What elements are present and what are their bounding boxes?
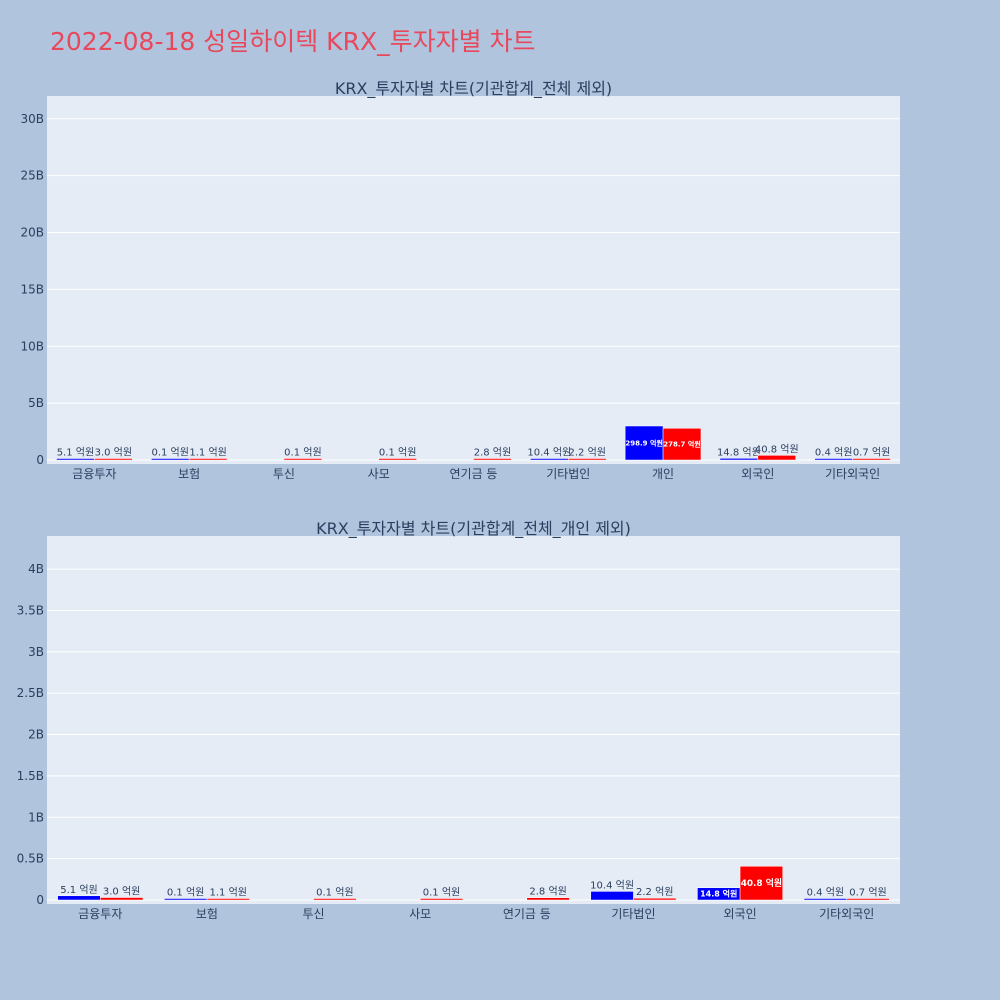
x-tick-label: 외국인 (741, 467, 774, 481)
bar-value-label: 40.8 억원 (755, 443, 799, 455)
y-tick-label: 0 (36, 453, 44, 467)
bar-value-label: 298.9 억원 (625, 438, 662, 447)
sell-bar (526, 897, 570, 901)
bar-value-label: 0.1 억원 (379, 447, 416, 459)
sell-bar (283, 458, 323, 461)
bar-value-label: 1.1 억원 (189, 447, 226, 459)
buy-bar (719, 458, 759, 461)
bar-value-label: 40.8 억원 (741, 877, 782, 889)
sell-bar (662, 428, 702, 461)
y-tick-label: 4B (28, 562, 44, 576)
x-tick-label: 기타법인 (611, 907, 655, 921)
y-tick-label: 3.5B (17, 603, 44, 617)
y-tick-label: 0.5B (17, 852, 44, 866)
chart-title: KRX_투자자별 차트(기관합계_전체 제외) (335, 79, 612, 99)
x-tick-label: 연기금 등 (450, 467, 498, 481)
buy-bar (814, 458, 853, 461)
bar-value-label: 2.8 억원 (474, 447, 511, 459)
sell-bar (100, 897, 144, 901)
buy-bar (56, 458, 95, 461)
buy-bar (590, 891, 634, 901)
buy-bar (57, 895, 101, 901)
bar-value-label: 1.1 억원 (210, 887, 247, 899)
sell-bar (419, 898, 464, 901)
y-tick-label: 20B (20, 226, 44, 240)
sell-bar (188, 458, 228, 461)
chart-1: 0 5B 10B 15B 20B 25B 30B KRX_투자자별 차트(기관합계_전체 제외… (20, 79, 900, 481)
sell-bar (313, 898, 357, 901)
y-tick-label: 1B (28, 810, 44, 824)
bar-value-label: 0.1 억원 (316, 887, 353, 899)
sell-bar (739, 865, 783, 901)
x-tick-label: 연기금 등 (503, 907, 551, 921)
bar-value-label: 3.0 억원 (103, 886, 140, 898)
y-tick-label: 2B (28, 728, 44, 742)
sell-bar (206, 898, 250, 901)
x-tick-label: 기타외국인 (819, 907, 874, 921)
x-tick-label: 투신 (303, 907, 325, 921)
bar-value-label: 0.4 억원 (807, 887, 844, 899)
y-tick-label: 30B (20, 112, 44, 126)
chart-title: KRX_투자자별 차트(기관합계_전체_개인 제외) (316, 519, 631, 539)
bar-value-label: 0.1 억원 (423, 887, 460, 899)
y-tick-label: 5B (28, 396, 44, 410)
bar-value-label: 0.4 억원 (815, 447, 852, 459)
bar-value-label: 14.8 억원 (717, 446, 761, 458)
y-tick-label: 1.5B (17, 769, 44, 783)
y-tick-label: 2.5B (17, 686, 44, 700)
bar-value-label: 0.1 억원 (284, 447, 321, 459)
bar-value-label: 278.7 억원 (663, 439, 700, 448)
x-tick-label: 금융투자 (72, 467, 116, 481)
bar-value-label: 0.7 억원 (853, 447, 890, 459)
bar-value-label: 0.1 억원 (167, 887, 204, 899)
buy-bar (530, 458, 569, 461)
sell-bar (94, 458, 133, 461)
sell-bar (378, 458, 417, 461)
x-tick-label: 투신 (273, 467, 295, 481)
bar-value-label: 2.2 억원 (636, 886, 673, 898)
sell-bar (568, 458, 607, 461)
sell-bar (473, 458, 512, 461)
bar-value-label: 0.1 억원 (151, 447, 188, 459)
buy-bar (151, 458, 190, 461)
x-tick-label: 기타외국인 (825, 467, 880, 481)
bar-value-label: 10.4 억원 (527, 447, 571, 459)
page-title: 2022-08-18 성일하이텍 KRX_투자자별 차트 (50, 27, 536, 56)
bar-value-label: 0.7 억원 (849, 887, 886, 899)
y-tick-label: 15B (20, 282, 44, 296)
x-tick-label: 외국인 (724, 907, 757, 921)
x-tick-label: 개인 (652, 467, 674, 481)
x-tick-label: 보험 (196, 907, 218, 921)
y-tick-label: 0 (36, 893, 44, 907)
buy-bar (164, 898, 208, 901)
sell-bar (633, 897, 677, 901)
x-tick-label: 금융투자 (78, 907, 122, 921)
x-tick-label: 사모 (368, 467, 390, 481)
y-tick-label: 10B (20, 339, 44, 353)
buy-bar (803, 898, 847, 901)
x-tick-label: 보험 (178, 467, 200, 481)
y-tick-label: 25B (20, 169, 44, 183)
sell-bar (846, 898, 890, 901)
bar-value-label: 3.0 억원 (95, 447, 132, 459)
plot-area (47, 536, 900, 904)
x-tick-label: 사모 (409, 907, 431, 921)
bar-value-label: 5.1 억원 (60, 884, 97, 896)
bar-value-label: 5.1 억원 (57, 447, 94, 459)
sell-bar (757, 455, 796, 461)
x-tick-label: 기타법인 (546, 467, 590, 481)
plot-area (47, 96, 900, 464)
y-tick-label: 3B (28, 645, 44, 659)
bar-value-label: 2.2 억원 (568, 447, 605, 459)
sell-bar (852, 458, 891, 461)
bar-value-label: 10.4 억원 (590, 879, 634, 891)
bar-value-label: 14.8 억원 (700, 889, 737, 899)
bar-value-label: 2.8 억원 (529, 886, 566, 898)
chart-2: 0 0.5B 1B 1.5B 2B 2.5B 3B 3.5B 4B KRX_투자자별 차트(기관합… (17, 519, 900, 921)
